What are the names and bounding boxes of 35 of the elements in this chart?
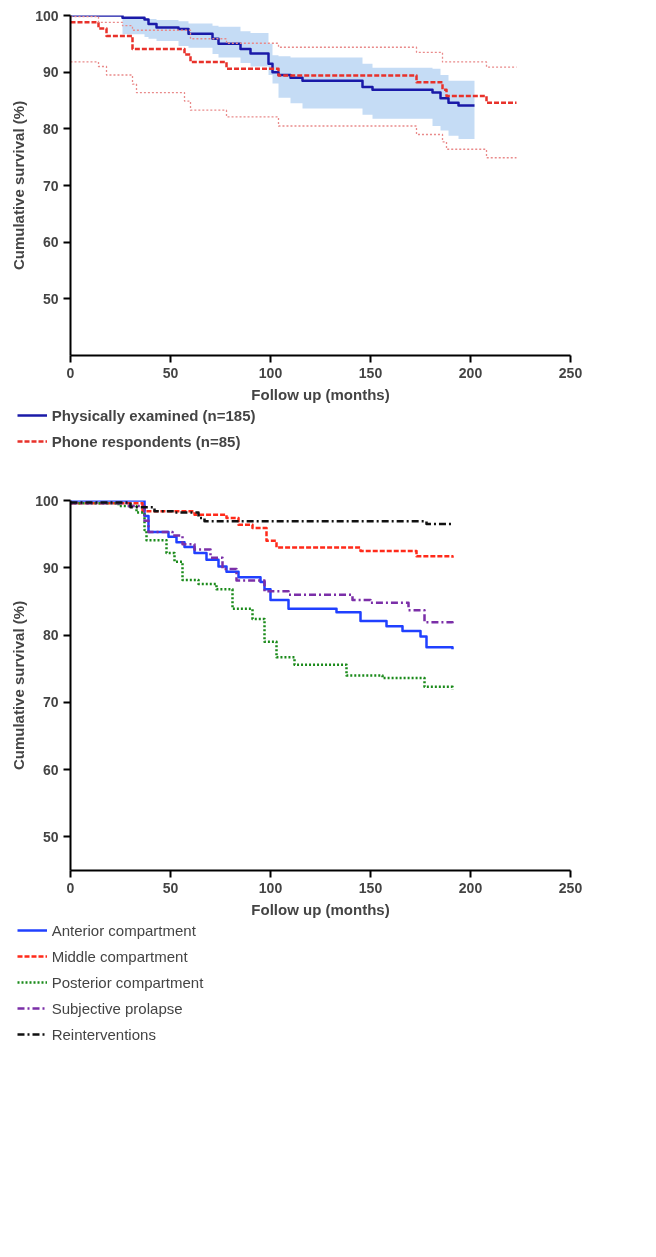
x-tick-label: 150: [358, 879, 383, 896]
x-tick-label: 50: [162, 879, 179, 896]
y-tick-label: 70: [42, 694, 59, 711]
x-tick-label: 250: [558, 364, 583, 381]
y-tick-label: 60: [42, 761, 59, 778]
x-tick-label: 200: [458, 364, 483, 381]
x-tick-label: 250: [558, 879, 583, 896]
x-tick-label: 50: [162, 364, 179, 381]
y-tick-label: 50: [42, 828, 59, 845]
x-tick-label: 100: [258, 879, 283, 896]
x-tick-label: 0: [66, 879, 75, 896]
legend-label: Middle compartment: [51, 947, 188, 965]
legend-label: Phone respondents (n=85): [51, 432, 241, 450]
x-tick-label: 0: [66, 364, 75, 381]
x-tick-label: 200: [458, 879, 483, 896]
y-tick-label: 100: [35, 492, 59, 509]
y-tick-label: 100: [35, 7, 59, 24]
x-tick-label: 150: [358, 364, 383, 381]
legend-label: Reinterventions: [51, 1025, 156, 1043]
y-tick-label: 70: [42, 177, 59, 194]
y-tick-label: 90: [42, 64, 59, 81]
x-axis-title: Follow up (months): [251, 900, 390, 918]
y-tick-label: 60: [42, 234, 59, 251]
y-tick-label: 80: [42, 627, 59, 644]
legend-label: Posterior compartment: [51, 973, 204, 991]
y-tick-label: 80: [42, 120, 59, 137]
y-tick-label: 90: [42, 559, 59, 576]
x-tick-label: 100: [258, 364, 283, 381]
x-axis-title: Follow up (months): [251, 385, 390, 403]
y-tick-label: 50: [42, 290, 59, 307]
legend-label: Subjective prolapse: [51, 999, 183, 1017]
legend-label: Physically examined (n=185): [51, 406, 256, 424]
legend-label: Anterior compartment: [51, 921, 196, 939]
y-axis-title: Cumulative survival (%): [10, 600, 28, 771]
y-axis-title: Cumulative survival (%): [10, 100, 28, 271]
